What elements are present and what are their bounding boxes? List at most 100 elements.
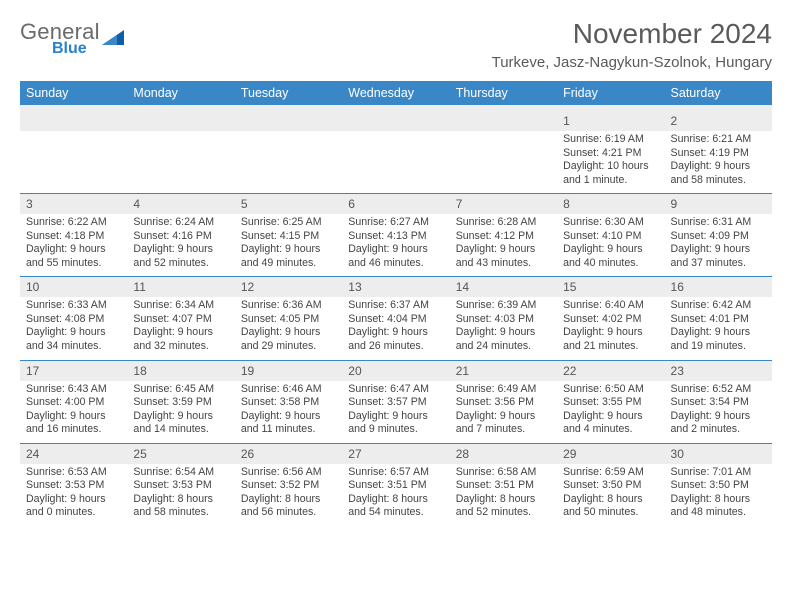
daylight-label: Daylight: 9 hours and 19 minutes. (671, 326, 766, 353)
day-cell: Sunrise: 6:31 AMSunset: 4:09 PMDaylight:… (665, 214, 772, 272)
sunrise-label: Sunrise: 6:50 AM (563, 383, 658, 397)
sunrise-label: Sunrise: 6:24 AM (133, 216, 228, 230)
week-row: 12Sunrise: 6:19 AMSunset: 4:21 PMDayligh… (20, 111, 772, 193)
sunrise-label: Sunrise: 6:42 AM (671, 299, 766, 313)
daynum-strip: 10111213141516 (20, 276, 772, 297)
daylight-label: Daylight: 9 hours and 14 minutes. (133, 410, 228, 437)
day-cell (450, 131, 557, 189)
sunset-label: Sunset: 3:58 PM (241, 396, 336, 410)
day-number: 27 (342, 444, 449, 464)
week-row: 3456789Sunrise: 6:22 AMSunset: 4:18 PMDa… (20, 193, 772, 276)
daylight-label: Daylight: 9 hours and 58 minutes. (671, 160, 766, 187)
day-number: 20 (342, 361, 449, 381)
sunrise-label: Sunrise: 6:28 AM (456, 216, 551, 230)
day-cell: Sunrise: 6:39 AMSunset: 4:03 PMDaylight:… (450, 297, 557, 355)
daylight-label: Daylight: 9 hours and 24 minutes. (456, 326, 551, 353)
daylight-label: Daylight: 9 hours and 32 minutes. (133, 326, 228, 353)
title-block: November 2024 Turkeve, Jasz-Nagykun-Szol… (492, 18, 772, 71)
day-number: 16 (665, 277, 772, 297)
weekday-thursday: Thursday (450, 81, 557, 105)
day-cell: Sunrise: 7:01 AMSunset: 3:50 PMDaylight:… (665, 464, 772, 522)
day-number: 26 (235, 444, 342, 464)
weekday-sunday: Sunday (20, 81, 127, 105)
sunset-label: Sunset: 4:07 PM (133, 313, 228, 327)
brand-text: General Blue (20, 22, 100, 56)
day-body-strip: Sunrise: 6:53 AMSunset: 3:53 PMDaylight:… (20, 464, 772, 526)
day-cell (342, 131, 449, 189)
daylight-label: Daylight: 9 hours and 55 minutes. (26, 243, 121, 270)
day-number: 29 (557, 444, 664, 464)
sunrise-label: Sunrise: 6:59 AM (563, 466, 658, 480)
day-cell: Sunrise: 6:53 AMSunset: 3:53 PMDaylight:… (20, 464, 127, 522)
month-title: November 2024 (492, 18, 772, 50)
day-cell (235, 131, 342, 189)
day-cell: Sunrise: 6:24 AMSunset: 4:16 PMDaylight:… (127, 214, 234, 272)
day-number (20, 111, 127, 131)
sunrise-label: Sunrise: 7:01 AM (671, 466, 766, 480)
day-cell: Sunrise: 6:47 AMSunset: 3:57 PMDaylight:… (342, 381, 449, 439)
day-cell: Sunrise: 6:28 AMSunset: 4:12 PMDaylight:… (450, 214, 557, 272)
day-number: 23 (665, 361, 772, 381)
day-number (342, 111, 449, 131)
day-number: 13 (342, 277, 449, 297)
daylight-label: Daylight: 9 hours and 0 minutes. (26, 493, 121, 520)
daylight-label: Daylight: 8 hours and 58 minutes. (133, 493, 228, 520)
sunset-label: Sunset: 3:50 PM (563, 479, 658, 493)
day-number: 22 (557, 361, 664, 381)
day-body-strip: Sunrise: 6:22 AMSunset: 4:18 PMDaylight:… (20, 214, 772, 276)
sunrise-label: Sunrise: 6:19 AM (563, 133, 658, 147)
sunset-label: Sunset: 3:53 PM (26, 479, 121, 493)
daylight-label: Daylight: 9 hours and 49 minutes. (241, 243, 336, 270)
sunrise-label: Sunrise: 6:39 AM (456, 299, 551, 313)
day-cell: Sunrise: 6:22 AMSunset: 4:18 PMDaylight:… (20, 214, 127, 272)
day-number (450, 111, 557, 131)
sunset-label: Sunset: 4:18 PM (26, 230, 121, 244)
weekday-saturday: Saturday (665, 81, 772, 105)
sunset-label: Sunset: 4:00 PM (26, 396, 121, 410)
sunset-label: Sunset: 3:50 PM (671, 479, 766, 493)
sunrise-label: Sunrise: 6:36 AM (241, 299, 336, 313)
day-cell: Sunrise: 6:27 AMSunset: 4:13 PMDaylight:… (342, 214, 449, 272)
sunset-label: Sunset: 4:15 PM (241, 230, 336, 244)
sunset-label: Sunset: 3:53 PM (133, 479, 228, 493)
sunset-label: Sunset: 3:54 PM (671, 396, 766, 410)
daynum-strip: 12 (20, 111, 772, 131)
sunrise-label: Sunrise: 6:27 AM (348, 216, 443, 230)
sunrise-label: Sunrise: 6:47 AM (348, 383, 443, 397)
sunrise-label: Sunrise: 6:49 AM (456, 383, 551, 397)
brand-logo: General Blue (20, 22, 124, 56)
sunrise-label: Sunrise: 6:43 AM (26, 383, 121, 397)
sunset-label: Sunset: 3:51 PM (348, 479, 443, 493)
day-body-strip: Sunrise: 6:19 AMSunset: 4:21 PMDaylight:… (20, 131, 772, 193)
sunrise-label: Sunrise: 6:53 AM (26, 466, 121, 480)
day-cell: Sunrise: 6:36 AMSunset: 4:05 PMDaylight:… (235, 297, 342, 355)
sunset-label: Sunset: 3:59 PM (133, 396, 228, 410)
day-cell: Sunrise: 6:37 AMSunset: 4:04 PMDaylight:… (342, 297, 449, 355)
daylight-label: Daylight: 9 hours and 7 minutes. (456, 410, 551, 437)
day-number: 19 (235, 361, 342, 381)
daylight-label: Daylight: 8 hours and 50 minutes. (563, 493, 658, 520)
day-number: 25 (127, 444, 234, 464)
day-cell: Sunrise: 6:30 AMSunset: 4:10 PMDaylight:… (557, 214, 664, 272)
daylight-label: Daylight: 9 hours and 9 minutes. (348, 410, 443, 437)
sunset-label: Sunset: 3:51 PM (456, 479, 551, 493)
sunrise-label: Sunrise: 6:46 AM (241, 383, 336, 397)
sunset-label: Sunset: 4:02 PM (563, 313, 658, 327)
day-number: 5 (235, 194, 342, 214)
daynum-strip: 3456789 (20, 193, 772, 214)
day-number: 4 (127, 194, 234, 214)
day-cell: Sunrise: 6:57 AMSunset: 3:51 PMDaylight:… (342, 464, 449, 522)
day-number: 15 (557, 277, 664, 297)
daylight-label: Daylight: 9 hours and 4 minutes. (563, 410, 658, 437)
daylight-label: Daylight: 9 hours and 21 minutes. (563, 326, 658, 353)
weeks-container: 12Sunrise: 6:19 AMSunset: 4:21 PMDayligh… (20, 111, 772, 526)
day-number: 28 (450, 444, 557, 464)
sunrise-label: Sunrise: 6:52 AM (671, 383, 766, 397)
sunrise-label: Sunrise: 6:54 AM (133, 466, 228, 480)
day-cell: Sunrise: 6:34 AMSunset: 4:07 PMDaylight:… (127, 297, 234, 355)
daylight-label: Daylight: 9 hours and 52 minutes. (133, 243, 228, 270)
day-cell: Sunrise: 6:59 AMSunset: 3:50 PMDaylight:… (557, 464, 664, 522)
sunrise-label: Sunrise: 6:37 AM (348, 299, 443, 313)
daylight-label: Daylight: 8 hours and 52 minutes. (456, 493, 551, 520)
day-cell: Sunrise: 6:46 AMSunset: 3:58 PMDaylight:… (235, 381, 342, 439)
